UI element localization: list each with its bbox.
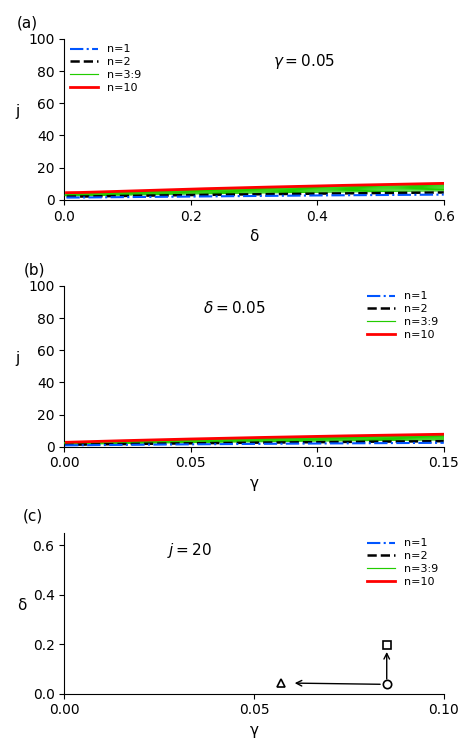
X-axis label: γ: γ xyxy=(249,476,258,491)
Text: (c): (c) xyxy=(23,508,43,523)
X-axis label: δ: δ xyxy=(249,229,259,244)
Text: $j = 20$: $j = 20$ xyxy=(167,541,212,560)
Legend: n=1, n=2, n=3:9, n=10: n=1, n=2, n=3:9, n=10 xyxy=(367,538,438,587)
Y-axis label: j: j xyxy=(15,352,19,366)
Text: $\gamma = 0.05$: $\gamma = 0.05$ xyxy=(273,52,335,72)
Y-axis label: δ: δ xyxy=(17,599,26,613)
Text: $\delta = 0.05$: $\delta = 0.05$ xyxy=(203,300,266,316)
Y-axis label: j: j xyxy=(15,105,19,120)
Legend: n=1, n=2, n=3:9, n=10: n=1, n=2, n=3:9, n=10 xyxy=(367,291,438,340)
Text: (a): (a) xyxy=(17,16,38,31)
Legend: n=1, n=2, n=3:9, n=10: n=1, n=2, n=3:9, n=10 xyxy=(70,44,141,93)
X-axis label: γ: γ xyxy=(249,723,258,738)
Text: (b): (b) xyxy=(24,263,46,278)
